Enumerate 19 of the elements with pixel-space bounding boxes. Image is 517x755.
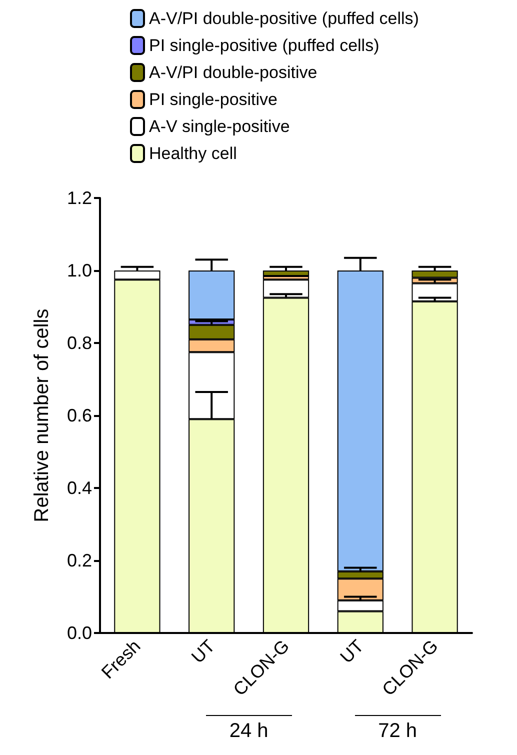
text: 24 h — [206, 715, 292, 743]
y-tick-label: 0.8 — [66, 333, 92, 353]
legend-label: A-V single-positive — [149, 117, 290, 136]
x-tick-label: UT — [336, 636, 368, 668]
legend-label: Healthy cell — [149, 144, 237, 163]
y-tick-label: 1.2 — [66, 188, 92, 208]
y-axis-title: Relative number of cells — [31, 308, 53, 522]
bar — [262, 270, 310, 276]
legend-label: PI single-positive — [149, 90, 278, 109]
legend-label: A-V/PI double-positive — [149, 63, 318, 82]
y-tick-label: 0.6 — [66, 406, 92, 426]
text: 72 h — [354, 715, 441, 743]
legend-label: PI single-positive (puffed cells) — [149, 36, 380, 55]
y-tick-label: 0.2 — [66, 550, 92, 570]
y-tick-label: 0.0 — [66, 623, 92, 643]
y-tick-label: 0.4 — [66, 478, 92, 498]
x-tick-label: UT — [188, 636, 219, 668]
y-tick-label: 1.0 — [66, 260, 92, 280]
legend-label: A-V/PI double-positive (puffed cells) — [149, 9, 419, 28]
